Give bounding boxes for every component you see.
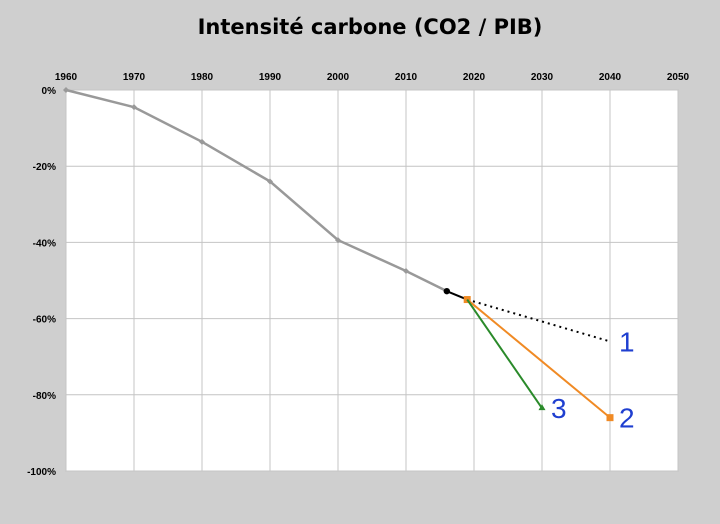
x-tick-label: 1970 bbox=[123, 72, 146, 83]
x-tick-label: 1990 bbox=[259, 72, 282, 83]
x-tick-label: 2000 bbox=[327, 72, 350, 83]
recent-point bbox=[443, 287, 450, 295]
x-tick-label: 2020 bbox=[463, 72, 486, 83]
scenario-2-label: 2 bbox=[619, 403, 635, 434]
historical-point bbox=[199, 138, 205, 145]
scenario-3-point bbox=[538, 404, 546, 411]
scenario-3-line bbox=[466, 298, 543, 409]
y-tick-label: -80% bbox=[33, 391, 56, 402]
historical-point bbox=[335, 237, 341, 244]
scenario-2-point bbox=[606, 414, 614, 422]
scenario-1-line bbox=[466, 298, 611, 343]
x-tick-label: 1960 bbox=[55, 72, 78, 83]
y-tick-label: 0% bbox=[42, 86, 57, 97]
scenario-3-label: 3 bbox=[551, 393, 567, 424]
historical-point bbox=[131, 104, 137, 111]
y-tick-label: -60% bbox=[33, 315, 56, 326]
historical-point bbox=[403, 267, 409, 274]
historical-point bbox=[267, 178, 273, 185]
x-tick-label: 2030 bbox=[531, 72, 554, 83]
y-tick-label: -40% bbox=[33, 238, 56, 249]
x-tick-label: 2010 bbox=[395, 72, 418, 83]
scenario-1-label: 1 bbox=[619, 326, 635, 357]
x-tick-label: 2040 bbox=[599, 72, 622, 83]
scenario-2-line bbox=[466, 298, 611, 419]
chart-title: Intensité carbone (CO2 / PIB) bbox=[198, 15, 543, 39]
x-tick-label: 1980 bbox=[191, 72, 214, 83]
y-tick-label: -20% bbox=[33, 162, 56, 173]
y-tick-label: -100% bbox=[27, 467, 56, 478]
x-tick-label: 2050 bbox=[667, 72, 690, 83]
plot-area bbox=[65, 89, 679, 472]
historical-point bbox=[63, 87, 69, 93]
